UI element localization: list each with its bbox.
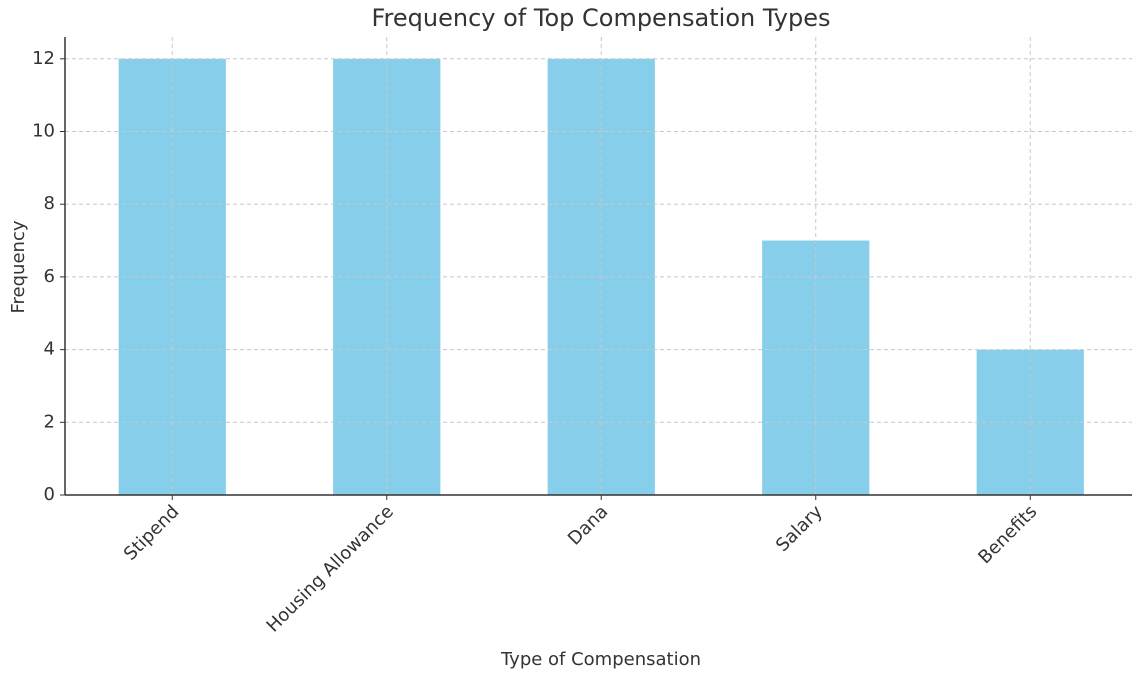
x-tick-label: Stipend [120, 501, 184, 565]
y-tick-label: 0 [44, 484, 55, 505]
y-tick-label: 6 [44, 266, 55, 287]
x-tick-label: Dana [564, 501, 612, 549]
y-tick-label: 8 [44, 193, 55, 214]
x-axis-label: Type of Compensation [500, 649, 701, 670]
y-tick-label: 10 [32, 121, 55, 142]
y-tick-label: 12 [32, 48, 55, 69]
chart-title: Frequency of Top Compensation Types [372, 4, 831, 32]
y-tick-label: 2 [44, 411, 55, 432]
x-tick-label: Benefits [974, 501, 1041, 568]
x-tick-label: Housing Allowance [263, 501, 398, 636]
x-tick-label: Salary [772, 501, 827, 556]
y-axis-label: Frequency [8, 220, 29, 313]
y-tick-label: 4 [44, 339, 55, 360]
